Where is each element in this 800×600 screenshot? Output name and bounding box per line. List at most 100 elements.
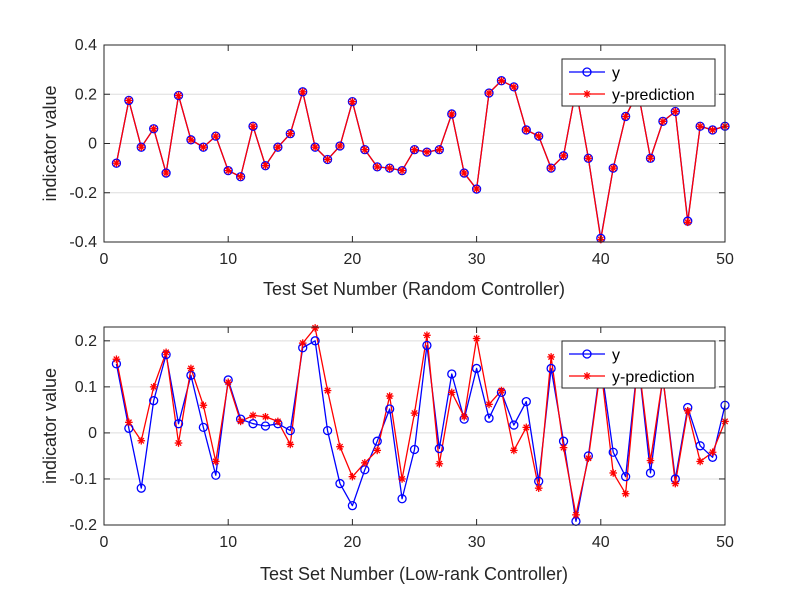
data-point-y-prediction	[199, 401, 208, 410]
data-point-y	[645, 468, 656, 478]
data-point-y	[372, 436, 382, 446]
data-point-y	[335, 478, 345, 489]
data-point-y-prediction	[125, 96, 133, 105]
data-point-y-prediction	[149, 383, 158, 391]
data-point-y-prediction	[646, 154, 655, 163]
data-point-y-prediction	[671, 107, 680, 116]
data-point-y-prediction	[137, 436, 146, 445]
data-point-y-prediction	[298, 339, 307, 347]
data-point-y-prediction	[211, 457, 220, 466]
legend: y y-prediction	[561, 58, 716, 107]
data-point-y-prediction	[385, 392, 394, 400]
data-point-y	[260, 161, 271, 171]
data-point-y-prediction	[174, 439, 183, 447]
data-point-y-prediction	[659, 117, 667, 126]
data-point-y	[459, 168, 469, 178]
data-point-y-prediction	[174, 91, 183, 100]
data-point-y	[298, 87, 308, 97]
data-point-y-prediction	[187, 364, 195, 373]
data-point-y	[136, 483, 146, 493]
data-point-y-prediction	[522, 423, 531, 432]
data-point-y	[546, 363, 556, 374]
data-point-y-prediction	[311, 143, 319, 151]
data-point-y-prediction	[249, 122, 257, 131]
data-point-y-prediction	[510, 83, 518, 91]
y-tick-label: 0	[88, 136, 97, 153]
data-point-y	[211, 470, 221, 480]
data-point-y	[335, 141, 345, 151]
data-point-y-prediction	[609, 164, 618, 172]
data-point-y-prediction	[336, 442, 344, 451]
data-point-y-prediction	[559, 152, 568, 160]
data-point-y-prediction	[361, 145, 369, 154]
data-point-y	[385, 163, 395, 173]
data-point-y	[658, 116, 668, 126]
x-tick-label: 20	[344, 534, 362, 551]
data-point-y-prediction	[485, 89, 493, 97]
data-point-y	[434, 443, 444, 454]
legend-marker-y	[582, 67, 592, 77]
x-tick-label: 40	[592, 534, 610, 551]
x-tick-label: 30	[468, 534, 486, 551]
data-point-y-prediction	[485, 400, 493, 409]
data-point-y-prediction	[125, 418, 133, 427]
data-point-y	[471, 184, 482, 194]
data-point-y	[409, 444, 420, 455]
data-point-y-prediction	[696, 457, 704, 466]
data-point-y	[198, 422, 209, 433]
data-point-y-prediction	[547, 353, 555, 361]
data-point-y	[198, 142, 209, 152]
x-tick-label: 0	[100, 251, 109, 268]
data-point-y	[546, 163, 556, 173]
data-point-y	[223, 165, 233, 176]
data-point-y	[509, 420, 519, 430]
y-tick-label: -0.2	[69, 185, 97, 202]
x-tick-label: 40	[592, 251, 610, 268]
legend-box	[561, 340, 716, 389]
data-point-y	[273, 142, 283, 152]
data-point-y	[211, 131, 221, 141]
data-point-y	[235, 172, 246, 182]
data-point-y-prediction	[224, 378, 232, 387]
data-point-y	[558, 151, 569, 161]
data-point-y-prediction	[286, 440, 295, 449]
data-point-y-prediction	[162, 169, 170, 177]
data-point-y	[695, 441, 705, 451]
data-point-y	[360, 145, 370, 155]
data-point-y	[173, 419, 184, 429]
data-point-y-prediction	[460, 412, 468, 421]
data-point-y	[422, 340, 432, 351]
data-point-y-prediction	[236, 172, 245, 181]
data-point-y-prediction	[199, 143, 208, 151]
x-tick-label: 50	[716, 534, 734, 551]
data-point-y-prediction	[261, 412, 270, 421]
data-point-y	[534, 131, 544, 141]
data-point-y-prediction	[547, 164, 555, 172]
data-point-y	[670, 106, 680, 117]
data-point-y	[484, 413, 494, 423]
data-point-y	[583, 153, 594, 163]
data-point-y-prediction	[323, 386, 332, 395]
data-point-y-prediction	[683, 407, 692, 415]
data-point-y	[285, 128, 295, 139]
data-point-y-prediction	[534, 132, 543, 140]
data-point-y	[496, 76, 507, 86]
data-point-y-prediction	[584, 154, 593, 163]
data-point-y	[260, 421, 271, 431]
data-point-y-prediction	[336, 142, 344, 150]
data-point-y-prediction	[572, 511, 580, 519]
data-point-y	[521, 396, 531, 407]
data-point-y-prediction	[646, 456, 655, 465]
data-point-y-prediction	[261, 161, 270, 170]
data-point-y	[149, 124, 159, 134]
data-point-y	[471, 363, 482, 374]
data-point-y-prediction	[410, 145, 419, 154]
data-point-y-prediction	[149, 124, 158, 133]
data-point-y-prediction	[286, 129, 295, 138]
data-point-y	[707, 125, 718, 135]
data-point-y-prediction	[423, 331, 431, 340]
data-point-y	[136, 142, 146, 152]
data-point-y-prediction	[162, 348, 170, 357]
x-tick-label: 30	[468, 251, 486, 268]
y-tick-label: 0.4	[75, 37, 97, 54]
